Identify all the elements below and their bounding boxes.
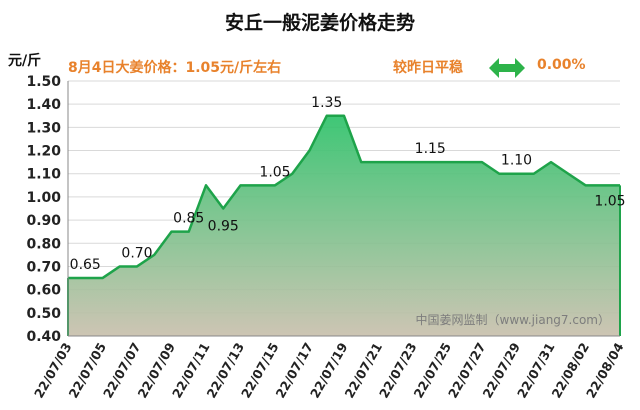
y-axis-unit-label: 元/斤 (8, 53, 42, 69)
data-label: 1.10 (501, 153, 532, 169)
y-tick-label: 0.70 (26, 259, 61, 275)
price-info-text: 8月4日大姜价格：1.05元/斤左右 (68, 60, 282, 76)
chart-title: 安丘一般泥姜价格走势 (224, 12, 415, 34)
data-label: 0.70 (121, 245, 152, 261)
data-label: 0.65 (70, 257, 101, 273)
y-tick-label: 1.00 (26, 190, 61, 206)
y-tick-label: 1.10 (26, 167, 61, 183)
y-tick-label: 1.40 (26, 97, 61, 113)
y-tick-label: 1.20 (26, 144, 61, 160)
data-label: 1.15 (415, 141, 446, 157)
y-tick-label: 0.80 (26, 236, 61, 252)
change-value: 0.00% (537, 57, 586, 73)
data-label: 1.35 (311, 95, 342, 111)
data-label: 0.95 (208, 219, 239, 235)
series-line (68, 114, 620, 280)
series-area (68, 115, 620, 336)
y-tick-label: 1.30 (26, 120, 61, 136)
y-tick-label: 0.60 (26, 283, 61, 299)
data-label: 1.05 (259, 164, 290, 180)
watermark-text: 中国姜网监制（www.jiang7.com） (416, 312, 610, 327)
y-tick-label: 0.90 (26, 213, 61, 229)
flat-double-arrow-icon (489, 58, 525, 78)
data-label: 0.85 (173, 211, 204, 227)
y-tick-label: 1.50 (26, 74, 61, 90)
y-tick-label: 0.50 (26, 306, 61, 322)
data-label: 1.05 (594, 193, 625, 209)
y-tick-label: 0.40 (26, 329, 61, 345)
compare-label: 较昨日平稳 (393, 60, 463, 76)
